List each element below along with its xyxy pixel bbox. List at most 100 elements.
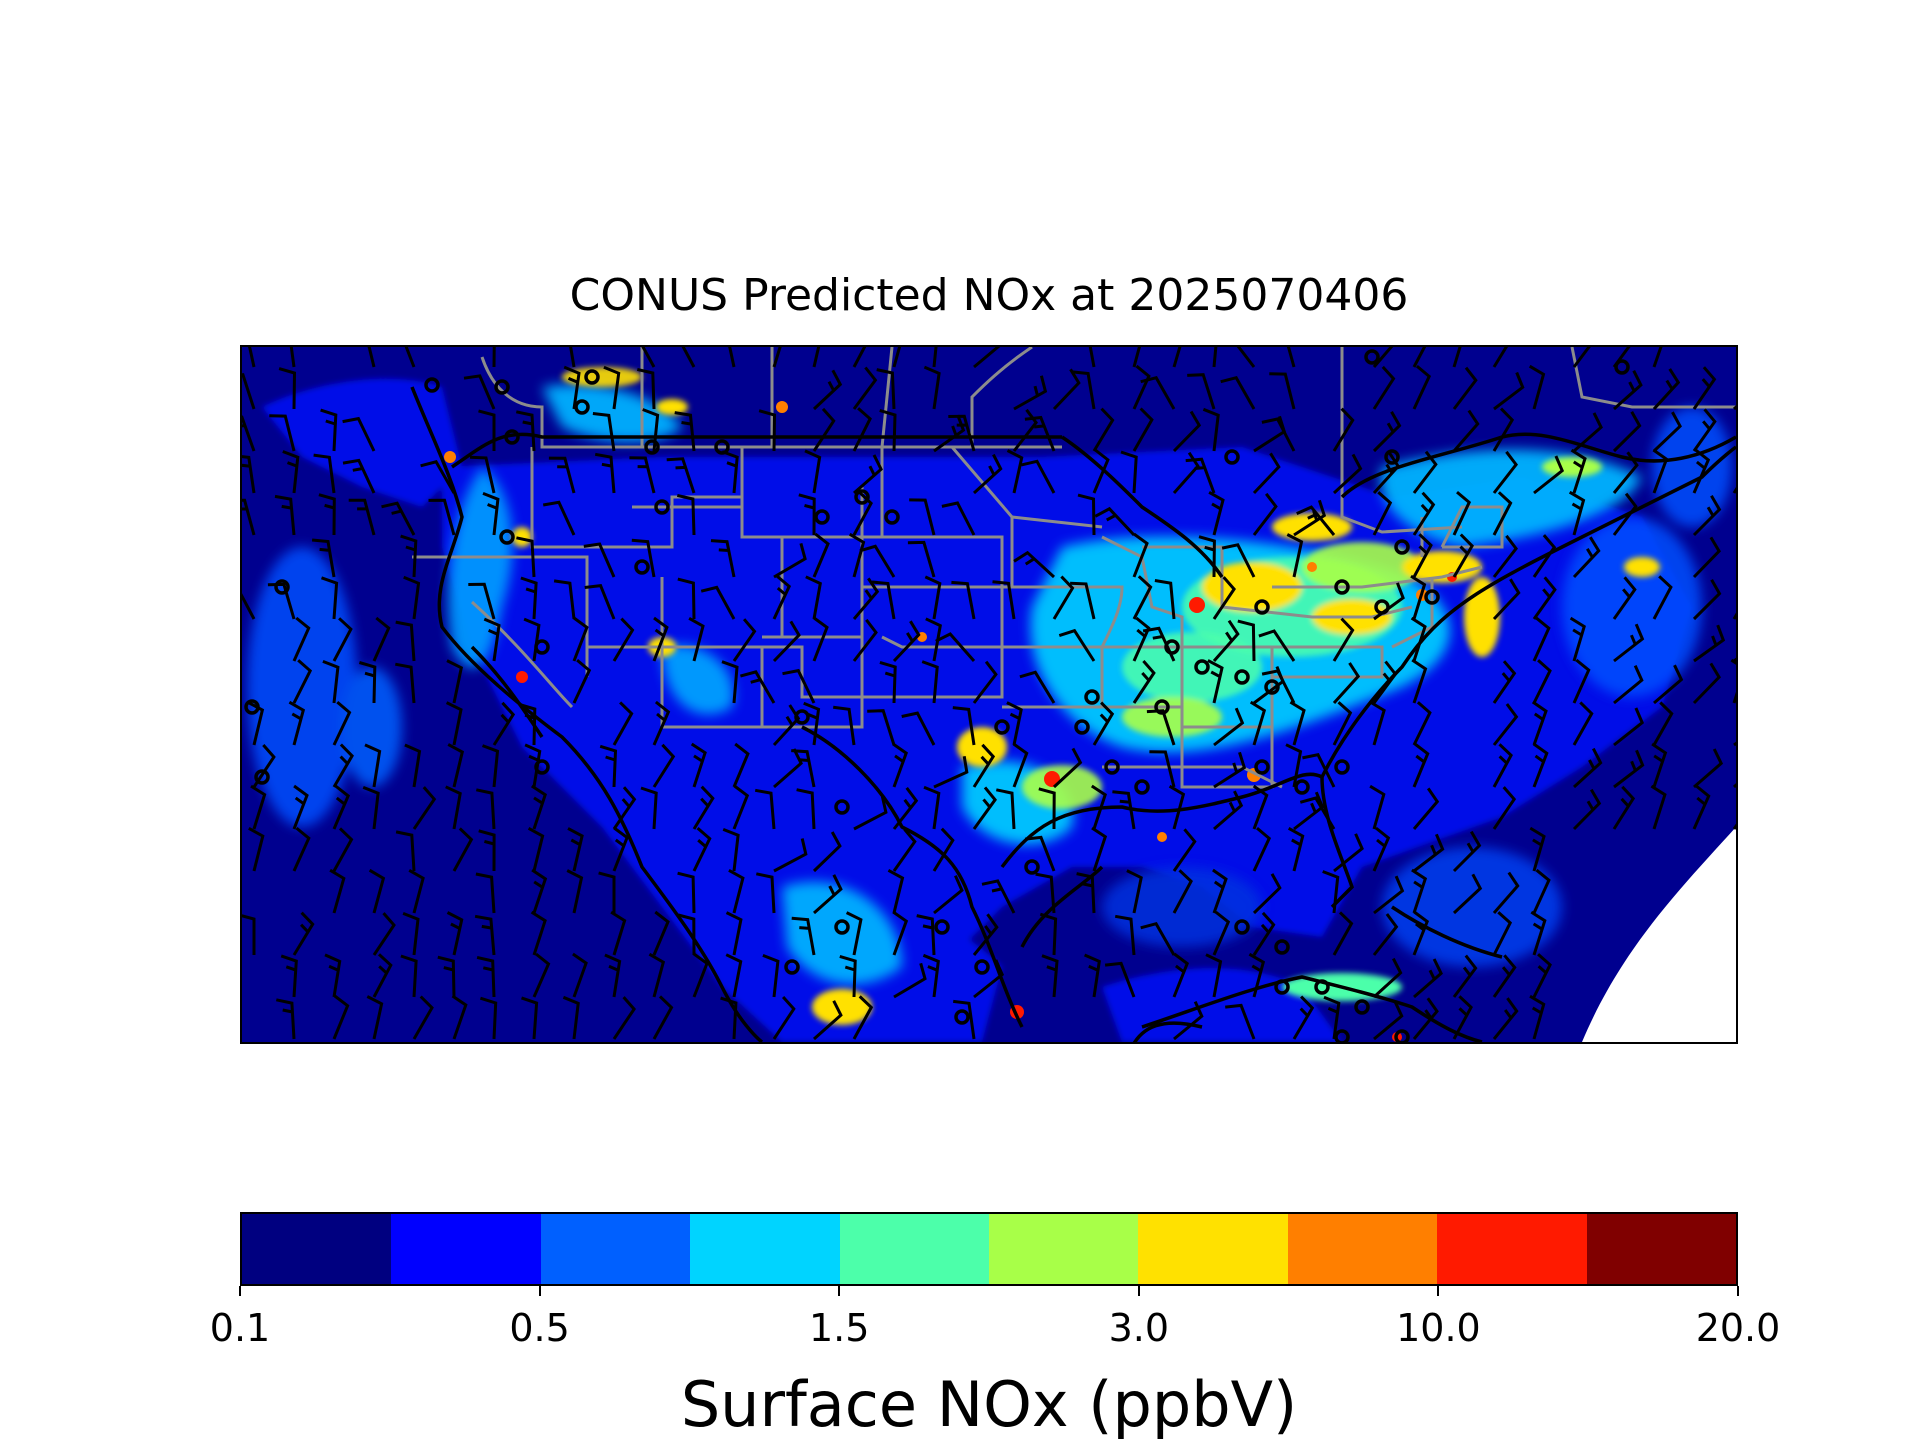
wind-barb (791, 916, 816, 956)
colorbar-segment (540, 1214, 691, 1284)
wind-barb (681, 347, 696, 368)
wind-barb (1006, 449, 1024, 494)
colorbar-segment (690, 1214, 840, 1284)
wind-barb (1213, 707, 1245, 747)
wind-barb (812, 407, 836, 452)
wind-barb (1296, 505, 1336, 536)
wind-barb (1154, 579, 1176, 620)
wind-barb (812, 831, 842, 873)
wind-barb (1332, 701, 1353, 746)
wind-barb (1372, 660, 1398, 704)
wind-barb (1411, 868, 1428, 914)
wind-barb (1572, 747, 1603, 789)
wind-barb (932, 827, 955, 872)
wind-barb (1452, 409, 1480, 452)
wind-barb (1012, 742, 1029, 788)
wind-barb (758, 409, 777, 452)
wind-barb (1531, 700, 1548, 746)
wind-barb (773, 838, 808, 873)
wind-barb (642, 408, 660, 452)
wind-barb (1332, 407, 1355, 452)
calm-wind-circle (1334, 759, 1350, 775)
wind-barb (892, 347, 902, 368)
calm-wind-circle (1234, 919, 1250, 935)
calm-wind-circle (834, 919, 850, 935)
wind-barb (1172, 952, 1190, 998)
wind-barb (1412, 533, 1433, 578)
colorbar-tick (538, 1286, 541, 1296)
wind-barb (1112, 790, 1136, 830)
wind-barb (532, 952, 551, 998)
wind-barb (445, 785, 462, 830)
wind-barb (1212, 576, 1236, 620)
wind-barb (852, 347, 867, 368)
wind-barb (692, 952, 709, 998)
wind-barb (1039, 912, 1058, 956)
wind-barb (876, 368, 896, 410)
calm-wind-circle (794, 709, 810, 725)
wind-barb (332, 784, 351, 830)
wind-barb (428, 498, 456, 536)
wind-barb (1187, 373, 1216, 410)
wind-barb (720, 996, 738, 1040)
wind-barb (812, 369, 843, 411)
calm-wind-circle (1134, 779, 1150, 795)
calm-wind-circle (1254, 759, 1270, 775)
wind-barb (362, 786, 380, 830)
wind-barb (839, 954, 857, 998)
calm-wind-circle (1614, 359, 1630, 375)
calm-wind-circle (994, 719, 1010, 735)
wind-barb (728, 347, 736, 368)
wind-barb (812, 347, 821, 368)
wind-barb (445, 701, 463, 746)
wind-barb (721, 450, 739, 494)
wind-barb (1236, 347, 1256, 368)
wind-barb (1530, 910, 1547, 956)
wind-barb (366, 995, 384, 1040)
wind-barb (1693, 624, 1726, 663)
wind-barb (1035, 872, 1056, 914)
wind-barb (1088, 347, 1096, 368)
calm-wind-circle (834, 799, 850, 815)
wind-barb (412, 786, 437, 830)
wind-barb (925, 617, 942, 662)
wind-barb (400, 534, 418, 578)
wind-barb (242, 593, 256, 620)
wind-barb (853, 454, 883, 495)
calm-wind-circle (494, 379, 510, 395)
wind-barb (242, 415, 256, 452)
wind-barb (941, 501, 976, 536)
wind-barb (677, 913, 696, 956)
wind-barb (610, 910, 627, 956)
wind-barb (1693, 748, 1724, 789)
wind-barb (604, 953, 622, 998)
calm-wind-circle (1164, 639, 1180, 655)
wind-barb (629, 456, 656, 494)
wind-barb (1252, 452, 1281, 495)
wind-barb (922, 953, 940, 998)
wind-barb (728, 868, 745, 914)
wind-barb (972, 743, 996, 788)
wind-barb (1452, 995, 1473, 1040)
wind-barb (1207, 659, 1224, 704)
wind-barb (992, 580, 1016, 620)
wind-barb (1572, 347, 1591, 368)
wind-barb (332, 994, 350, 1040)
map-canvas (242, 347, 1736, 1042)
wind-barb (812, 616, 829, 662)
wind-barb (1019, 670, 1056, 704)
wind-barb (923, 365, 941, 410)
wind-barb (481, 744, 500, 788)
wind-barb (1077, 493, 1096, 536)
calm-wind-circle (574, 399, 590, 415)
wind-barb (1076, 872, 1096, 914)
wind-barb (1652, 575, 1673, 620)
calm-wind-circle (424, 377, 440, 393)
wind-barb (1612, 492, 1638, 536)
wind-barb (772, 704, 801, 747)
wind-barb (1410, 574, 1427, 620)
wind-barb (852, 618, 878, 662)
calm-wind-circle (1024, 859, 1040, 875)
wind-barb (909, 498, 936, 536)
wind-barb (612, 701, 634, 746)
